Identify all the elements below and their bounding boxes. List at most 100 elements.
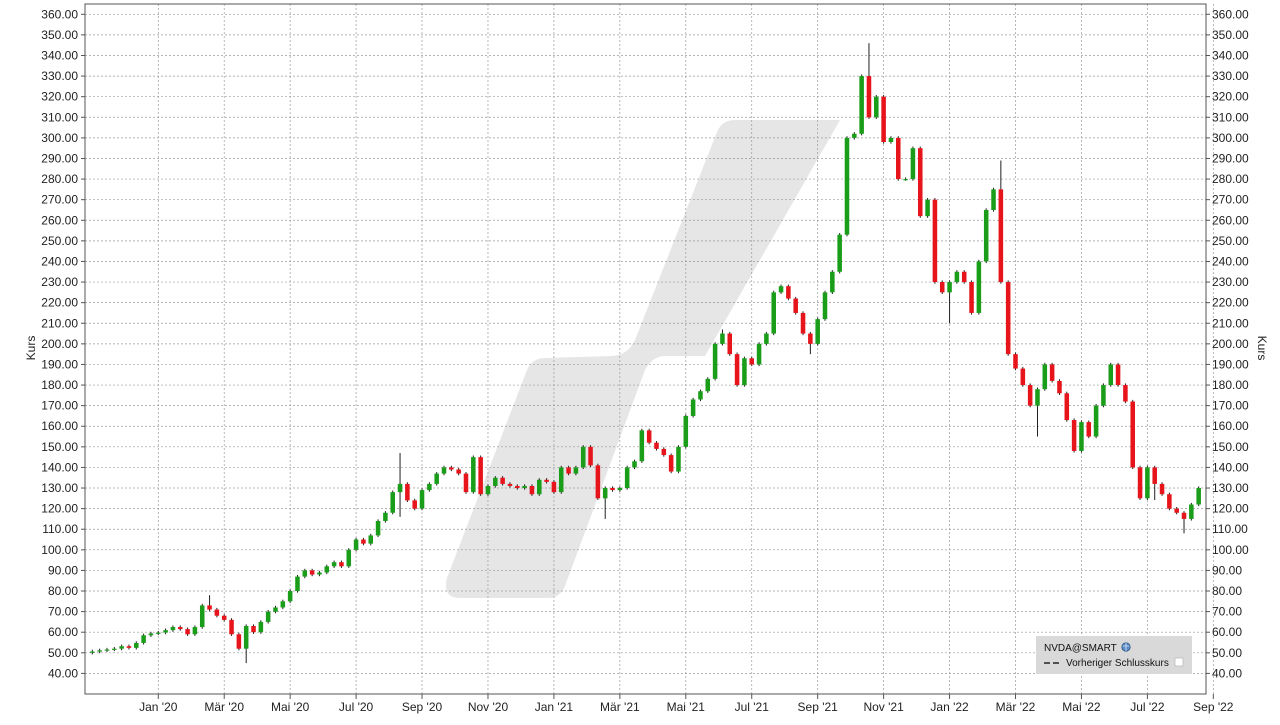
watermark-shape: [445, 120, 840, 598]
y-tick-label-left: 80.00: [48, 584, 78, 598]
candle-body-down: [1064, 393, 1070, 421]
candle-body-up: [712, 343, 718, 379]
legend[interactable]: NVDA@SMART Vorheriger Schlusskurs: [1036, 636, 1192, 674]
y-tick-label-left: 60.00: [48, 625, 78, 639]
y-tick-label-left: 140.00: [41, 460, 78, 474]
candle: [815, 317, 820, 346]
candle: [463, 471, 469, 494]
y-tick-label-left: 210.00: [41, 316, 78, 330]
candle-body-up: [243, 626, 249, 649]
candle: [1049, 362, 1055, 383]
candle-body-up: [427, 483, 432, 491]
y-tick-label-left: 100.00: [41, 543, 78, 557]
y-tick-label-left: 50.00: [48, 646, 78, 660]
y-tick-label-right: 60.00: [1212, 625, 1242, 639]
candle: [698, 389, 703, 402]
candle: [1027, 383, 1033, 408]
candle-body-down: [1123, 385, 1128, 402]
y-tick-label-right: 90.00: [1212, 563, 1242, 577]
candle: [1035, 387, 1040, 437]
x-tick-label: Mär '20: [204, 700, 244, 714]
y-tick-label-right: 150.00: [1212, 440, 1249, 454]
candle-body-up: [617, 488, 623, 491]
candle: [529, 484, 535, 496]
x-tick-label: Mär '22: [996, 700, 1036, 714]
candle: [1167, 492, 1172, 511]
candle-body-up: [104, 649, 110, 651]
candle-body-up: [390, 492, 395, 513]
y-tick-label-left: 260.00: [41, 213, 78, 227]
candle: [859, 74, 864, 136]
candle-body-up: [493, 477, 498, 486]
candle-body-up: [698, 391, 703, 400]
candle-body-down: [361, 539, 366, 544]
candle: [1093, 403, 1099, 439]
candle: [199, 603, 205, 629]
candle-body-down: [1020, 368, 1026, 386]
candle-body-down: [1027, 385, 1033, 406]
candle-body-up: [573, 467, 579, 474]
candle: [1086, 420, 1092, 439]
candle-body-up: [1145, 467, 1150, 499]
candle-body-up: [434, 473, 439, 484]
candle: [507, 482, 513, 488]
candle: [522, 484, 527, 490]
x-tick-label: Mär '21: [600, 700, 640, 714]
candle: [221, 614, 227, 622]
candle: [331, 560, 337, 568]
candle-body-up: [1035, 389, 1040, 406]
candle: [852, 132, 857, 140]
candle: [632, 459, 637, 470]
y-tick-label-right: 300.00: [1212, 131, 1249, 145]
y-tick-label-right: 340.00: [1212, 48, 1249, 62]
candle-body-down: [1152, 467, 1157, 484]
candle: [983, 208, 989, 264]
candle: [610, 486, 615, 492]
globe-icon: [1121, 642, 1131, 652]
x-axis: Jan '20 Mär '20 Mai '20 Jul '20 Sep '20 Nov '…: [139, 694, 1234, 714]
candle: [177, 625, 183, 631]
candle-body-down: [646, 430, 652, 443]
candle-body-up: [844, 137, 850, 235]
y-axis-left: 40.00 50.00 60.00 70.00 80.00 90.00 100.00 110.…: [41, 7, 85, 680]
candle-body-down: [734, 354, 740, 386]
candle: [119, 644, 124, 651]
candle-body-up: [1189, 504, 1194, 519]
y-tick-label-left: 360.00: [41, 7, 78, 21]
candle: [712, 342, 718, 381]
legend-toggle-checkbox[interactable]: [1174, 657, 1184, 667]
candle-body-up: [353, 539, 359, 550]
candle-body-up: [1101, 385, 1106, 406]
candle-body-down: [544, 479, 549, 482]
candle: [580, 445, 586, 470]
candle: [368, 533, 374, 546]
candle-body-up: [134, 642, 139, 648]
y-tick-label-left: 110.00: [42, 522, 78, 536]
candle: [646, 428, 652, 445]
y-tick-label-left: 70.00: [48, 605, 78, 619]
candle-body-up: [295, 576, 300, 592]
candle: [1115, 362, 1121, 387]
y-tick-label-right: 280.00: [1212, 172, 1249, 186]
candle: [1130, 399, 1136, 470]
candle-body-down: [786, 286, 791, 299]
y-tick-label-right: 360.00: [1212, 7, 1249, 21]
x-tick-label: Jul '22: [1130, 700, 1165, 714]
y-tick-label-right: 130.00: [1212, 481, 1249, 495]
candle: [954, 270, 960, 284]
candle-body-down: [309, 570, 315, 575]
y-tick-label-right: 120.00: [1212, 502, 1249, 516]
candle: [602, 486, 608, 519]
candle: [236, 632, 242, 651]
candle: [449, 465, 454, 472]
candle-body-down: [808, 333, 813, 344]
candle-body-up: [383, 512, 388, 521]
candle-body-down: [595, 465, 601, 499]
candle: [90, 649, 95, 655]
x-tick-label: Mai '22: [1062, 700, 1101, 714]
candle-body-up: [112, 648, 117, 650]
candle: [112, 647, 117, 652]
candle-body-up: [258, 621, 264, 633]
candle-body-down: [500, 477, 505, 484]
